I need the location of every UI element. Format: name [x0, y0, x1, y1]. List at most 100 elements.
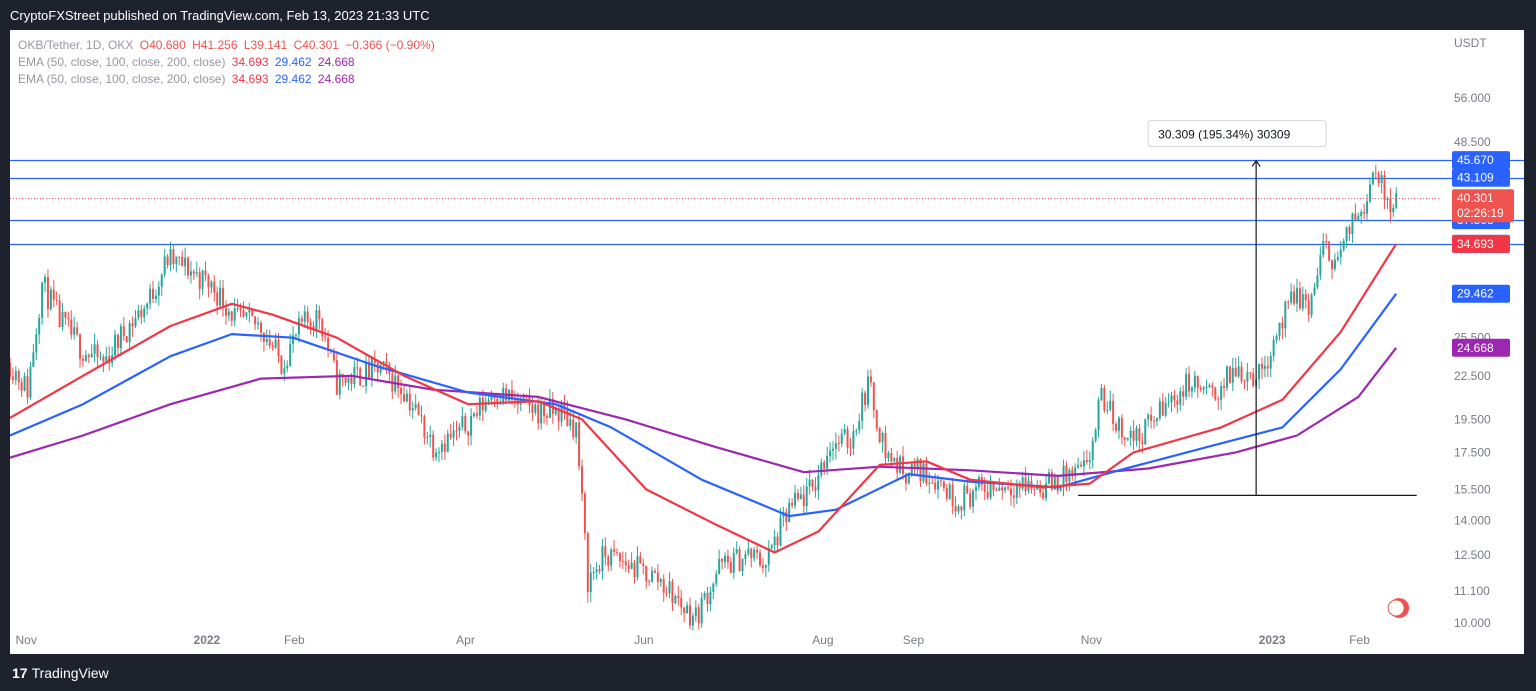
candle — [1269, 351, 1272, 378]
candle-countdown-text: 02:26:19 — [1457, 206, 1504, 220]
candle — [1234, 358, 1237, 378]
candle-body — [160, 274, 163, 287]
candle — [178, 256, 181, 266]
candle-body — [928, 482, 931, 484]
candle-body — [662, 579, 665, 593]
candle-body — [455, 430, 458, 432]
candle-body — [718, 558, 721, 575]
candle-body — [1380, 175, 1383, 184]
candle — [429, 425, 432, 448]
us-flag-event-icon-inner — [1387, 599, 1405, 617]
candle — [724, 552, 726, 569]
candle-body — [400, 388, 403, 395]
candle — [160, 273, 163, 296]
candle — [878, 427, 881, 444]
tradingview-logo-mark: 17 — [12, 665, 28, 681]
candle-body — [846, 429, 849, 448]
candle-body — [834, 443, 837, 449]
chart-pane[interactable]: USDT 56.000 48.500 25.500 22.500 19.500 17.500… — [10, 30, 1524, 654]
candle — [1307, 293, 1310, 323]
candle-body — [1354, 213, 1357, 220]
candle-body — [586, 533, 589, 592]
candle-body — [87, 355, 90, 357]
candle — [417, 401, 420, 416]
candle-body — [362, 385, 365, 387]
candle-body — [300, 318, 303, 322]
candle-body — [1039, 485, 1042, 493]
candle-body — [904, 473, 907, 484]
candle — [1202, 385, 1205, 395]
candle-body — [948, 484, 951, 499]
candle-body — [686, 605, 689, 614]
candle — [540, 398, 543, 430]
candle — [119, 323, 122, 357]
candle — [875, 409, 878, 432]
candle — [1211, 382, 1214, 397]
candle-body — [114, 334, 117, 356]
candle — [321, 317, 324, 342]
candle-body — [983, 484, 986, 492]
price-chart[interactable]: USDT56.00048.50025.50022.50019.50017.500… — [10, 30, 1524, 654]
candle-body — [32, 352, 35, 367]
candle — [20, 378, 23, 398]
candle-body — [1278, 322, 1281, 337]
candle-body — [157, 286, 160, 296]
candle-body — [1395, 193, 1398, 208]
candle — [365, 354, 368, 394]
candle-body — [610, 549, 613, 566]
candle-body — [397, 375, 400, 389]
candle — [397, 373, 400, 398]
candle — [738, 546, 741, 572]
candle — [1275, 333, 1278, 344]
candle — [1272, 335, 1275, 362]
candle — [210, 280, 213, 294]
candle-body — [1158, 401, 1161, 419]
candle-body — [76, 327, 79, 335]
candle-body — [227, 311, 230, 316]
candle — [618, 552, 621, 568]
candle-body — [992, 484, 995, 491]
candle-body — [347, 377, 350, 383]
candle-body — [46, 276, 49, 310]
candle — [41, 281, 44, 325]
candle-body — [811, 479, 814, 488]
candle-body — [601, 546, 604, 572]
candle-body — [636, 556, 639, 578]
candle-body — [560, 403, 563, 422]
candle — [111, 346, 114, 368]
candle — [849, 438, 852, 457]
candle-body — [712, 583, 715, 592]
x-tick-label: Aug — [812, 633, 833, 647]
x-tick-label: Jun — [634, 633, 653, 647]
candle-body — [867, 376, 869, 405]
candle-body — [29, 366, 32, 398]
candle-body — [951, 484, 954, 507]
candle-body — [671, 581, 674, 604]
tradingview-logo[interactable]: 17 TradingView — [12, 665, 109, 681]
candle-body — [729, 562, 732, 573]
candle — [1135, 425, 1138, 447]
candle-body — [753, 549, 756, 559]
candle-body — [373, 358, 376, 364]
candle-body — [575, 422, 578, 438]
candle-body — [624, 560, 627, 566]
candle-body — [1120, 418, 1123, 438]
candle — [785, 508, 788, 531]
candle — [814, 477, 817, 498]
candle-body — [1033, 489, 1036, 491]
legend-high: H41.256 — [192, 38, 238, 52]
candle-body — [869, 376, 872, 383]
candle-body — [1100, 387, 1103, 401]
candle-body — [831, 448, 834, 451]
candle — [1360, 209, 1363, 224]
candle — [583, 491, 586, 540]
candle — [1290, 283, 1293, 305]
candle-body — [779, 517, 782, 546]
candle — [595, 562, 598, 580]
candle — [1237, 356, 1240, 379]
candle-body — [677, 595, 680, 598]
candle — [1039, 480, 1042, 498]
candle — [639, 552, 642, 564]
candle-body — [858, 421, 861, 431]
candle-body — [548, 398, 551, 418]
